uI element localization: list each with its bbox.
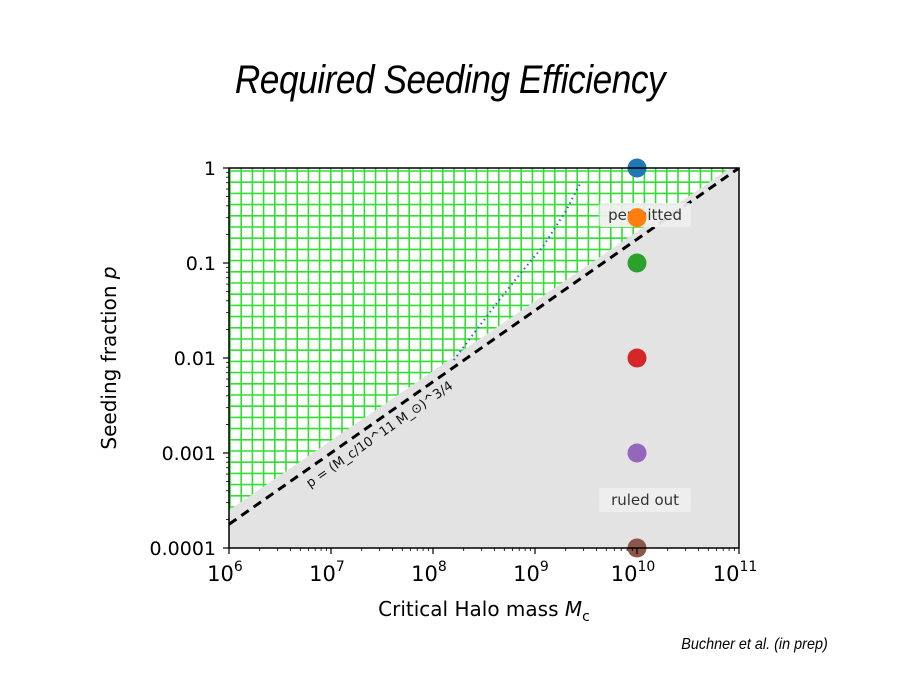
x-tick-label: 107 xyxy=(309,559,345,586)
x-tick-label: 1010 xyxy=(611,559,656,586)
x-tick-label: 1011 xyxy=(713,559,758,586)
slide-title: Required Seeding Efficiency xyxy=(234,58,666,102)
x-axis-label: Critical Halo mass Mc xyxy=(378,597,590,625)
data-point xyxy=(627,208,647,228)
svg-text:ruled out: ruled out xyxy=(611,491,679,509)
y-tick-label: 0.01 xyxy=(174,348,216,370)
dotted-curve xyxy=(452,182,582,361)
y-tick-label: 1 xyxy=(204,158,216,180)
plot-area: p = (M_c/10^11 M_⊙)^3/4permittedruled ou… xyxy=(229,158,739,558)
y-tick-label: 0.0001 xyxy=(150,538,216,560)
ruled-out-label: ruled out xyxy=(599,488,691,513)
x-tick-label: 106 xyxy=(207,559,243,586)
y-axis-label: Seeding fraction p xyxy=(97,266,121,449)
boundary-dashed-line xyxy=(229,168,739,526)
data-point xyxy=(627,253,647,273)
citation: Buchner et al. (in prep) xyxy=(681,636,828,653)
axes: 106 107 108 109 1010 1011 0.0001 0.001 0.01 0.1 1 C… xyxy=(97,158,757,625)
y-tick-label: 0.001 xyxy=(162,443,216,465)
data-point xyxy=(627,348,647,368)
x-tick-label: 109 xyxy=(513,559,549,586)
y-tick-label: 0.1 xyxy=(186,253,216,275)
data-point xyxy=(627,443,647,463)
x-tick-label: 108 xyxy=(411,559,447,586)
